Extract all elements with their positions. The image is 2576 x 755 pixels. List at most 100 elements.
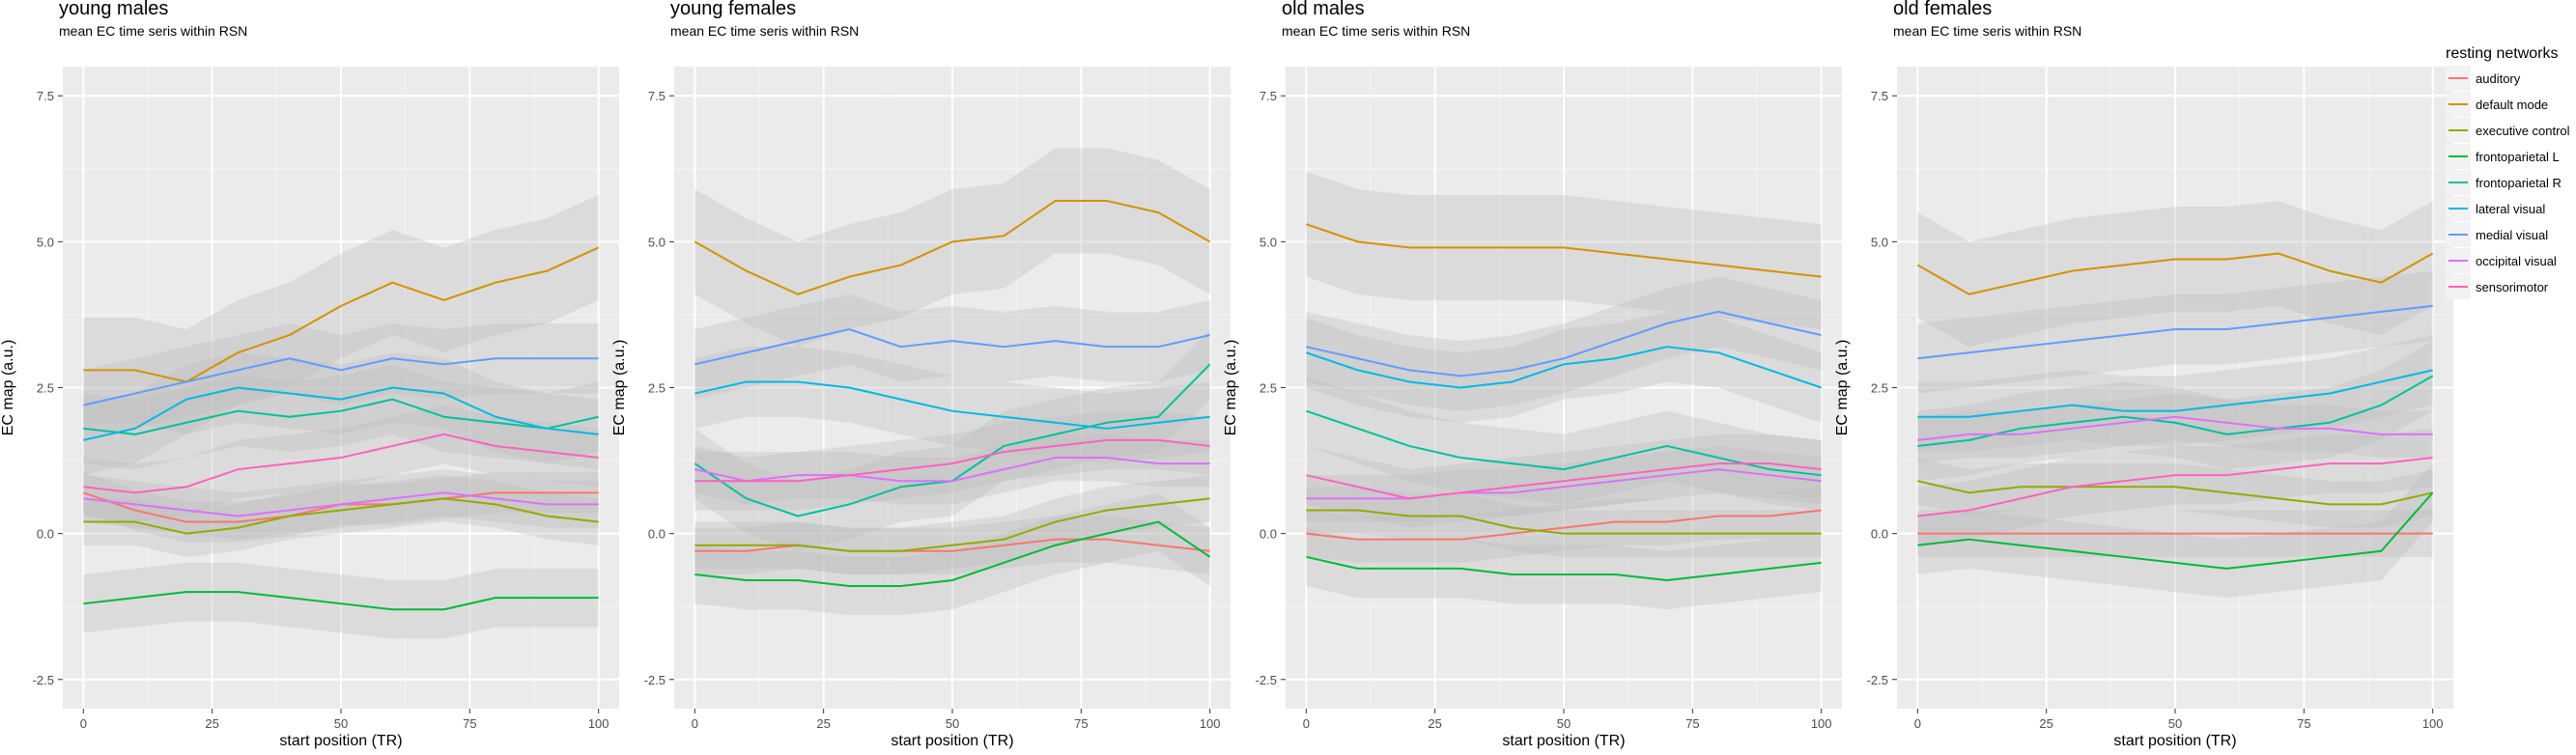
ribbon-lateral-visual bbox=[83, 352, 599, 476]
ribbon-frontoparietal-r bbox=[694, 329, 1210, 551]
ribbon-occipital-visual bbox=[1917, 393, 2433, 464]
ribbon-lateral-visual bbox=[694, 347, 1210, 464]
panel-title: old males bbox=[1282, 0, 1365, 19]
series-line-auditory bbox=[1306, 509, 1822, 541]
legend-label: frontoparietal L bbox=[2476, 150, 2560, 164]
legend-item-frontoparietal-r: frontoparietal R bbox=[2446, 170, 2562, 195]
series-line-occipital-visual bbox=[694, 457, 1210, 483]
series-line-lateral-visual bbox=[83, 386, 599, 441]
legend: resting networks auditory default mode exec… bbox=[2446, 45, 2570, 299]
x-axis-label: start position (TR) bbox=[2113, 733, 2236, 749]
y-tick-label: 2.5 bbox=[1260, 381, 1277, 396]
panel-young-females: young females mean EC time seris within R… bbox=[611, 0, 1231, 749]
series-line-lateral-visual bbox=[694, 380, 1210, 430]
series-line-frontoparietal-r bbox=[1306, 409, 1822, 477]
x-tick-label: 100 bbox=[588, 716, 609, 731]
y-tick-label: -2.5 bbox=[1256, 673, 1277, 687]
series-line-default-mode bbox=[1306, 223, 1822, 278]
legend-label: lateral visual bbox=[2476, 202, 2545, 216]
legend-item-executive-control: executive control bbox=[2446, 118, 2570, 143]
ribbon-sensorimotor bbox=[83, 405, 599, 522]
x-tick-label: 0 bbox=[692, 716, 698, 731]
x-tick-label: 0 bbox=[1914, 716, 1921, 731]
series-line-lateral-visual bbox=[1306, 346, 1822, 389]
x-tick-label: 100 bbox=[1200, 716, 1221, 731]
panel-subtitle: mean EC time seris within RSN bbox=[1893, 23, 2081, 39]
ribbon-medial-visual bbox=[694, 294, 1210, 400]
x-tick-label: 75 bbox=[2297, 716, 2310, 731]
y-tick-label: 2.5 bbox=[648, 381, 665, 396]
panel-old-males: old males mean EC time seris within RSN -2… bbox=[1223, 0, 1842, 749]
ribbon-occipital-visual bbox=[694, 433, 1210, 505]
series-line-occipital-visual bbox=[1306, 468, 1822, 500]
legend-label: sensorimotor bbox=[2476, 280, 2549, 294]
y-tick-label: 7.5 bbox=[1260, 89, 1277, 103]
y-tick-label: -2.5 bbox=[644, 673, 665, 687]
y-tick-label: 5.0 bbox=[1871, 235, 1888, 249]
ribbon-frontoparietal-l bbox=[1917, 463, 2433, 599]
ribbon-frontoparietal-l bbox=[1306, 527, 1822, 610]
legend-item-sensorimotor: sensorimotor bbox=[2446, 274, 2549, 299]
series-line-frontoparietal-l bbox=[83, 591, 599, 611]
series-line-sensorimotor bbox=[1306, 462, 1822, 500]
y-axis-label: EC map (a.u.) bbox=[611, 340, 628, 436]
y-tick-label: 5.0 bbox=[1260, 235, 1277, 249]
ribbon-sensorimotor bbox=[694, 410, 1210, 511]
series-line-executive-control bbox=[83, 497, 599, 535]
x-axis-label: start position (TR) bbox=[1502, 733, 1625, 749]
legend-item-medial-visual: medial visual bbox=[2446, 222, 2548, 247]
x-tick-label: 50 bbox=[1557, 716, 1571, 731]
series-line-frontoparietal-r bbox=[83, 398, 599, 435]
ribbon-lateral-visual bbox=[1917, 335, 2433, 452]
series-line-medial-visual bbox=[1306, 310, 1822, 378]
y-tick-label: -2.5 bbox=[1867, 673, 1888, 687]
y-tick-label: 5.0 bbox=[648, 235, 665, 249]
legend-label: frontoparietal R bbox=[2476, 176, 2562, 190]
x-tick-label: 50 bbox=[946, 716, 959, 731]
y-tick-label: 7.5 bbox=[1871, 89, 1888, 103]
series-line-default-mode bbox=[1916, 252, 2434, 295]
x-axis-label: start position (TR) bbox=[279, 733, 402, 749]
ribbon-executive-control bbox=[1917, 458, 2433, 528]
legend-title: resting networks bbox=[2446, 45, 2559, 62]
ribbon-medial-visual bbox=[1306, 276, 1822, 411]
y-tick-label: 0.0 bbox=[1260, 527, 1277, 542]
series-line-sensorimotor bbox=[83, 433, 599, 494]
legend-item-occipital-visual: occipital visual bbox=[2446, 248, 2557, 273]
x-tick-label: 25 bbox=[816, 716, 830, 731]
panel-subtitle: mean EC time seris within RSN bbox=[1282, 23, 1470, 39]
legend-label: executive control bbox=[2476, 124, 2570, 138]
series-line-frontoparietal-l bbox=[1306, 555, 1822, 581]
x-tick-label: 50 bbox=[334, 716, 348, 731]
series-line-executive-control bbox=[694, 497, 1210, 552]
series-line-default-mode bbox=[83, 246, 600, 383]
panel-title: young males bbox=[59, 0, 168, 19]
x-tick-label: 100 bbox=[1811, 716, 1832, 731]
x-tick-label: 75 bbox=[463, 716, 476, 731]
legend-label: default mode bbox=[2476, 98, 2548, 112]
ribbon-default-mode bbox=[1306, 171, 1822, 330]
ribbon-lateral-visual bbox=[1306, 311, 1822, 423]
legend-label: auditory bbox=[2476, 71, 2521, 86]
legend-item-auditory: auditory bbox=[2446, 66, 2521, 91]
series-line-occipital-visual bbox=[1917, 415, 2433, 441]
ribbon-executive-control bbox=[694, 475, 1210, 574]
series-line-executive-control bbox=[1917, 480, 2433, 506]
y-tick-label: 7.5 bbox=[648, 89, 665, 103]
y-tick-label: 0.0 bbox=[648, 527, 665, 542]
series-line-sensorimotor bbox=[1917, 457, 2433, 517]
ribbon-frontoparietal-l bbox=[694, 492, 1210, 616]
x-tick-label: 75 bbox=[1685, 716, 1699, 731]
legend-label: occipital visual bbox=[2476, 254, 2557, 268]
ribbon-frontoparietal-r bbox=[1306, 376, 1822, 511]
ribbon-medial-visual bbox=[83, 323, 599, 440]
ribbon-frontoparietal-r bbox=[83, 364, 599, 470]
x-tick-label: 0 bbox=[80, 716, 87, 731]
x-tick-label: 25 bbox=[2039, 716, 2052, 731]
y-axis-label: EC map (a.u.) bbox=[0, 340, 16, 436]
ribbon-occipital-visual bbox=[1306, 445, 1822, 522]
x-tick-label: 75 bbox=[1074, 716, 1088, 731]
series-line-medial-visual bbox=[83, 357, 599, 406]
panel-subtitle: mean EC time seris within RSN bbox=[59, 23, 247, 39]
